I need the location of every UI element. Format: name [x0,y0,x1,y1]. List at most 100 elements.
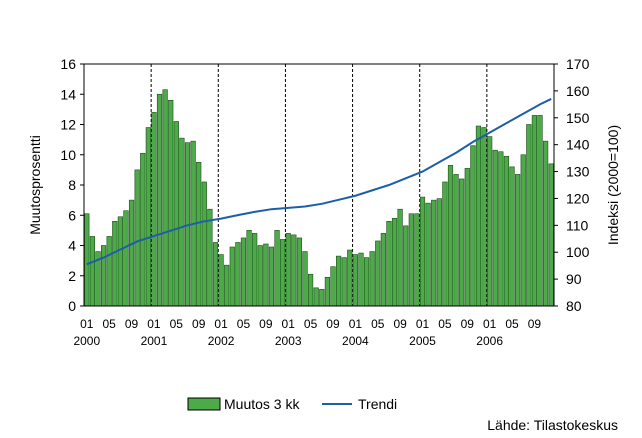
bar [520,154,526,307]
bar [487,136,493,307]
bar [380,233,386,307]
x-month-label: 05 [371,317,385,331]
bar [330,266,336,307]
bar [537,115,543,307]
bar [408,213,414,307]
legend-bar-label: Muutos 3 kk [224,396,300,412]
bar [403,225,409,307]
left-tick-label: 14 [60,86,76,102]
bar [296,237,303,307]
bar [140,152,146,307]
bar [162,89,168,307]
left-axis-ticks: 0 2 4 6 8 10 12 14 16 [60,56,84,314]
bar [548,163,554,307]
right-tick-label: 130 [566,164,590,180]
bar [196,162,202,307]
bar [252,233,258,307]
right-tick-label: 170 [566,56,590,72]
x-month-label: 09 [461,317,475,331]
bar [156,93,163,307]
bar [464,168,470,307]
left-tick-label: 0 [68,298,76,314]
bar [470,145,476,307]
bar [128,199,135,307]
bar [341,257,347,307]
x-year-label: 2000 [73,334,100,348]
x-month-label: 05 [170,317,184,331]
left-tick-label: 2 [68,268,76,284]
bar [257,245,263,307]
bar [168,100,174,307]
x-year-label: 2003 [275,334,302,348]
x-month-label: 09 [259,317,273,331]
left-axis-title: Muutosprosentti [27,135,43,235]
bar [453,174,459,307]
bar [324,276,331,307]
x-month-label: 01 [483,317,497,331]
source-note: Lähde: Tilastokeskus [487,417,618,433]
right-tick-label: 80 [566,298,582,314]
bar [84,213,90,307]
right-tick-label: 100 [566,244,590,260]
x-month-label: 09 [393,317,407,331]
bar [151,112,157,307]
bar [391,217,398,307]
bar [475,125,482,307]
right-tick-label: 160 [566,83,590,99]
left-tick-label: 12 [60,117,76,133]
x-month-label: 01 [416,317,430,331]
bar [224,264,230,307]
bar [100,245,107,307]
bar [201,181,207,307]
x-month-label: 05 [237,317,251,331]
bar [431,199,437,307]
gridlines [150,64,488,306]
bar [498,151,504,307]
bar [123,210,129,307]
bar [212,242,219,307]
bar [531,115,538,307]
bar [436,198,442,307]
bar [106,236,112,307]
right-tick-label: 110 [566,217,589,233]
x-year-label: 2001 [141,334,168,348]
bar [263,243,269,307]
legend-bar-swatch [187,397,221,411]
right-axis-ticks: 80 90 100 110 120 130 140 150 160 170 [554,56,590,314]
x-month-label: 09 [125,317,139,331]
x-month-label: 01 [282,317,296,331]
bar [375,240,381,307]
bar [145,127,151,307]
trend-line-series [86,98,552,266]
bar [134,169,140,307]
bar [274,230,280,307]
bar [218,254,224,307]
trend-line [86,98,552,266]
bar [207,208,213,307]
bar [335,255,342,307]
x-month-label: 01 [214,317,228,331]
left-tick-label: 6 [68,207,76,223]
bar [492,149,498,307]
bar [515,174,521,307]
bar [173,121,179,307]
bar [419,196,426,307]
bar [543,140,549,307]
bar [240,237,247,307]
bar [414,213,420,307]
bar [89,236,95,307]
bar [302,251,308,307]
right-tick-label: 90 [566,271,582,287]
x-month-label: 05 [505,317,519,331]
bar [442,181,448,307]
x-month-label: 05 [304,317,318,331]
bar [313,287,319,307]
x-month-label: 09 [528,317,542,331]
bar [117,216,123,307]
x-year-label: 2005 [409,334,436,348]
bar [369,251,375,307]
bar [246,230,252,307]
bar [358,252,364,307]
